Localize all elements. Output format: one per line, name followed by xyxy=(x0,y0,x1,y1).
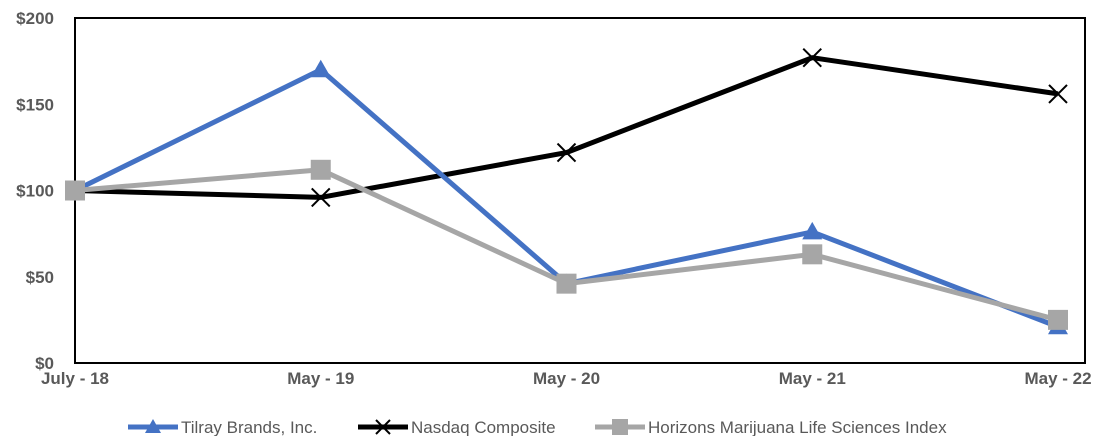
square-marker xyxy=(310,159,331,180)
x-marker-stroke xyxy=(1048,84,1068,104)
square-marker xyxy=(612,419,628,435)
x-tick-label: May - 20 xyxy=(533,369,600,388)
x-marker xyxy=(1048,84,1068,104)
plot-area-frame xyxy=(74,17,1086,364)
x-marker xyxy=(802,47,822,68)
y-axis-ticks: $0 $50 $100 $150 $200 xyxy=(16,9,54,373)
y-tick-label: $200 xyxy=(16,9,54,28)
x-marker-stroke xyxy=(311,187,331,208)
series-layer xyxy=(65,47,1068,335)
x-tick-label: May - 19 xyxy=(287,369,354,388)
x-axis-ticks: July - 18 May - 19 May - 20 May - 21 May - 2… xyxy=(41,369,1092,388)
legend-label: Tilray Brands, Inc. xyxy=(181,418,317,436)
y-tick-label: $0 xyxy=(35,354,54,373)
legend-label: Nasdaq Composite xyxy=(411,418,556,436)
x-tick-label: May - 21 xyxy=(779,369,846,388)
x-marker xyxy=(556,142,577,163)
x-marker xyxy=(311,187,331,208)
x-marker-stroke xyxy=(556,142,577,163)
square-marker xyxy=(1048,309,1068,330)
x-tick-label: July - 18 xyxy=(41,369,109,388)
y-tick-label: $50 xyxy=(26,268,54,287)
x-marker xyxy=(375,419,391,435)
y-tick-label: $150 xyxy=(16,95,54,114)
x-marker-stroke xyxy=(375,419,391,435)
square-marker xyxy=(556,273,577,294)
square-marker xyxy=(65,180,85,201)
triangle-marker xyxy=(145,419,161,433)
triangle-marker xyxy=(310,59,331,78)
square-marker xyxy=(802,244,823,265)
legend-label: Horizons Marijuana Life Sciences Index xyxy=(648,418,947,436)
legend: Tilray Brands, Inc. Nasdaq Composite Horiz… xyxy=(128,418,947,437)
y-tick-label: $100 xyxy=(16,182,54,201)
x-marker-stroke xyxy=(802,47,822,68)
x-tick-label: May - 22 xyxy=(1024,369,1091,388)
triangle-marker xyxy=(802,221,823,240)
